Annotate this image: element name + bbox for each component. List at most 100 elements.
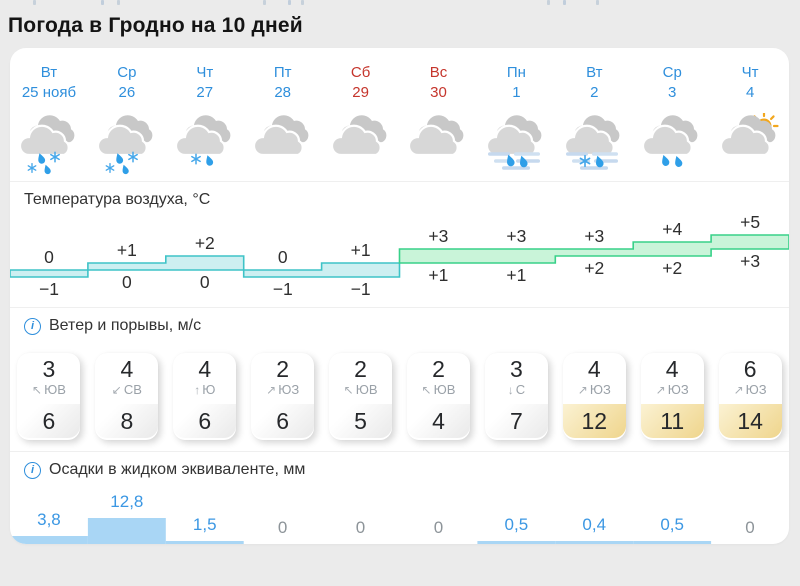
- info-icon[interactable]: i: [24, 317, 41, 335]
- precip-value: 0,5: [660, 515, 684, 534]
- day-abbr: Ср: [662, 64, 682, 81]
- wind-cell: 3 ↓ С 7: [477, 353, 555, 441]
- cloud-rain-snow-icon: [10, 113, 88, 179]
- temp-max-label: +1: [117, 240, 137, 260]
- wind-gust: 8: [95, 404, 159, 438]
- day-cell[interactable]: Пн 1: [477, 63, 555, 104]
- wind-direction-arrow-icon: ↗: [577, 383, 588, 397]
- wind-card: 2 ↖ ЮВ 5: [329, 353, 393, 440]
- precip-value: 0: [277, 518, 288, 537]
- day-cell[interactable]: Ср 26: [88, 63, 166, 104]
- wind-card: 4 ↗ ЮЗ 12: [562, 353, 626, 440]
- temp-max-label: +2: [195, 233, 215, 253]
- fog-lines: [566, 152, 619, 170]
- day-cell[interactable]: Ср 3: [633, 63, 711, 104]
- precip-bar: [633, 541, 712, 544]
- precipitation-section-header: i Осадки в жидком эквиваленте, мм: [24, 459, 789, 481]
- cloud-rain-icon: [633, 113, 711, 179]
- wind-speed: 4: [587, 356, 601, 382]
- precip-value: 0: [433, 518, 444, 537]
- wind-speed: 3: [42, 356, 56, 382]
- wind-direction: ↙ СВ: [111, 382, 142, 397]
- wind-section-header: i Ветер и порывы, м/с: [24, 315, 789, 337]
- wind-gust: 4: [406, 404, 470, 438]
- raindrop: [206, 155, 213, 166]
- wind-direction: ↗ ЮЗ: [266, 382, 300, 397]
- precip-bar: [10, 536, 88, 544]
- precip-value: 1,5: [192, 515, 217, 534]
- wind-cell: 2 ↗ ЮЗ 6: [244, 353, 322, 441]
- day-cell[interactable]: Вт 25 нояб: [10, 63, 88, 104]
- temp-min-label: −1: [39, 279, 59, 299]
- wind-gust: 6: [251, 404, 315, 438]
- divider: [10, 181, 789, 182]
- temp-band-warm: [398, 234, 789, 264]
- wind-gust: 11: [640, 404, 704, 438]
- day-date: 27: [196, 84, 214, 101]
- cloudy-icon: [322, 113, 400, 179]
- wind-direction-arrow-icon: ↖: [343, 383, 354, 397]
- wind-direction-arrow-icon: ↖: [32, 383, 43, 397]
- cropped-toolbar-remnant: [0, 0, 800, 7]
- raindrop: [662, 155, 670, 166]
- precip-bar: [165, 541, 244, 544]
- days-row: Вт 25 нояб Ср 26 Чт 27 Пт 28 Сб 29 Вс 30 Пн 1 Вт 2 Ср 3 Чт…: [10, 48, 789, 104]
- wind-direction: ↗ ЮЗ: [733, 382, 767, 397]
- snowflake: [579, 154, 591, 168]
- cloudy-icon: [244, 113, 322, 179]
- wind-row: 3 ↖ ЮВ 6 4 ↙ СВ 8 4 ↑ Ю 6 2 ↗ ЮЗ 6 2 ↖ ЮВ 5 2 ↖ ЮВ 4 3 ↓ С 7 4 ↗ ЮЗ 12 4…: [10, 353, 789, 441]
- day-cell[interactable]: Пт 28: [244, 63, 322, 104]
- wind-card: 2 ↗ ЮЗ 6: [251, 353, 315, 440]
- info-icon[interactable]: i: [24, 461, 41, 479]
- day-date: 26: [118, 84, 136, 101]
- wind-cell: 2 ↖ ЮВ 5: [322, 353, 400, 441]
- raindrop: [520, 155, 528, 168]
- wind-gust: 7: [484, 404, 548, 438]
- temp-max-label: +3: [428, 226, 448, 246]
- day-cell[interactable]: Вс 30: [400, 63, 478, 104]
- wind-gust: 6: [17, 404, 81, 438]
- wind-cell: 4 ↗ ЮЗ 12: [555, 353, 633, 441]
- wind-direction-arrow-icon: ↓: [507, 383, 514, 397]
- wind-cell: 4 ↙ СВ 8: [88, 353, 166, 441]
- wind-direction-arrow-icon: ↙: [111, 383, 122, 397]
- temperature-chart: 0 −1 +1 0 +2 0 0 −1 +1 −1 +3 +1 +3 +1 +3 +2 +4 +2 +5 +3: [10, 213, 789, 299]
- temp-max-label: +3: [506, 226, 526, 246]
- raindrop: [38, 153, 46, 164]
- wind-speed: 4: [665, 356, 679, 382]
- day-cell[interactable]: Чт 4: [711, 63, 789, 104]
- wind-gust: 6: [173, 404, 237, 438]
- forecast-card: Вт 25 нояб Ср 26 Чт 27 Пт 28 Сб 29 Вс 30 Пн 1 Вт 2 Ср 3 Чт…: [10, 48, 789, 544]
- snowflake: [105, 163, 115, 173]
- temp-min-label: 0: [122, 272, 132, 292]
- raindrop: [507, 154, 515, 167]
- day-cell[interactable]: Сб 29: [322, 63, 400, 104]
- precip-bar: [87, 518, 166, 544]
- wind-speed: 4: [198, 356, 212, 382]
- cloudy-icon: [400, 113, 478, 179]
- precip-value: 3,8: [37, 510, 61, 529]
- day-abbr: Сб: [350, 64, 371, 81]
- precip-value: 0: [745, 518, 755, 537]
- day-cell[interactable]: Чт 27: [166, 63, 244, 104]
- wind-direction-arrow-icon: ↖: [421, 383, 432, 397]
- day-cell[interactable]: Вт 2: [555, 63, 633, 104]
- wind-direction: ↖ ЮВ: [32, 382, 66, 397]
- wind-speed: 3: [509, 356, 523, 382]
- wind-card: 2 ↖ ЮВ 4: [406, 353, 470, 440]
- temp-min-label: −1: [351, 279, 371, 299]
- wind-direction: ↗ ЮЗ: [655, 382, 689, 397]
- day-date: 3: [668, 84, 677, 101]
- wind-gust: 12: [562, 404, 626, 438]
- precipitation-bars: [10, 518, 712, 544]
- temp-max-label: +1: [351, 240, 371, 260]
- precipitation-section-title: Осадки в жидком эквиваленте, мм: [49, 461, 306, 478]
- temp-min-label: +3: [740, 251, 760, 271]
- temp-max-label: +5: [740, 213, 760, 232]
- page-title: Погода в Гродно на 10 дней: [8, 14, 303, 37]
- wind-direction-arrow-icon: ↗: [266, 383, 277, 397]
- wind-card: 4 ↑ Ю 6: [173, 353, 237, 440]
- wind-gust: 14: [718, 404, 782, 438]
- wind-cell: 4 ↗ ЮЗ 11: [633, 353, 711, 441]
- wind-direction: ↖ ЮВ: [421, 382, 456, 397]
